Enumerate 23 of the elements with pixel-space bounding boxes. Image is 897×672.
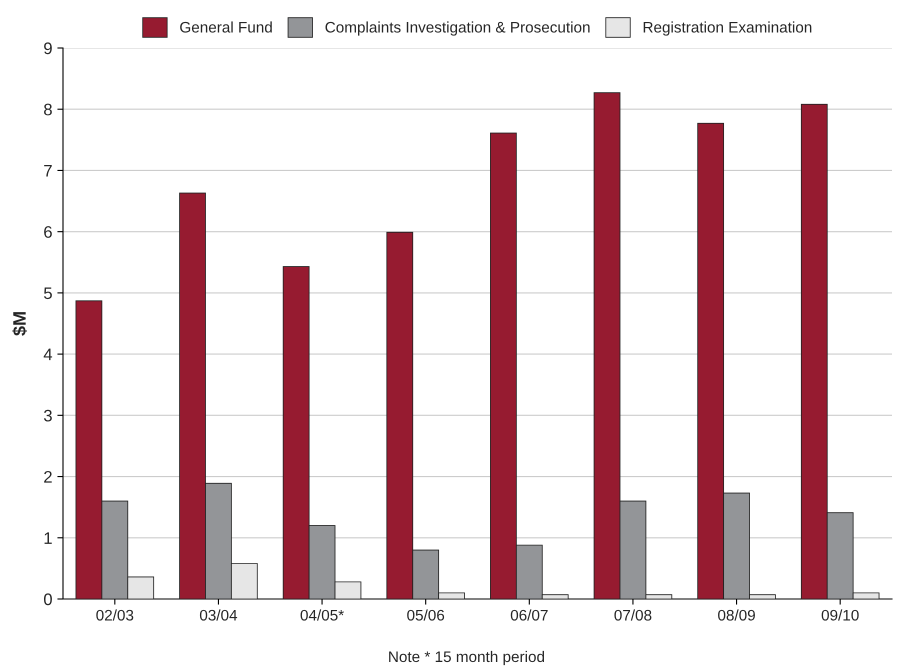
y-tick-label: 4 <box>44 348 52 360</box>
text: Note * 15 month period <box>389 650 544 666</box>
x-tick-label: 07/08 <box>614 609 652 621</box>
legend-label: Complaints Investigation & Prosecution <box>326 21 590 36</box>
y-tick-label: 8 <box>44 104 52 116</box>
y-axis-title: $M <box>12 312 28 336</box>
x-tick-label: 03/04 <box>200 609 238 621</box>
y-tick-label: 6 <box>44 226 52 238</box>
y-tick-label: 0 <box>44 593 52 606</box>
y-tick-label: 5 <box>44 287 52 300</box>
x-tick-label: 04/05* <box>300 609 344 621</box>
legend-label: Registration Examination <box>644 21 812 36</box>
x-tick-label: 09/10 <box>822 609 859 621</box>
x-tick-label: 06/07 <box>510 609 548 621</box>
x-tick-label: 05/06 <box>407 609 444 621</box>
y-tick-label: 1 <box>44 532 52 544</box>
y-tick-label: 7 <box>44 165 52 176</box>
y-tick-label: 3 <box>44 410 52 422</box>
legend-label: General Fund <box>180 21 272 33</box>
y-tick-label: 2 <box>44 470 52 483</box>
y-tick-label: 9 <box>44 42 52 54</box>
x-tick-label: 08/09 <box>718 609 755 621</box>
x-tick-label: 02/03 <box>96 609 134 621</box>
